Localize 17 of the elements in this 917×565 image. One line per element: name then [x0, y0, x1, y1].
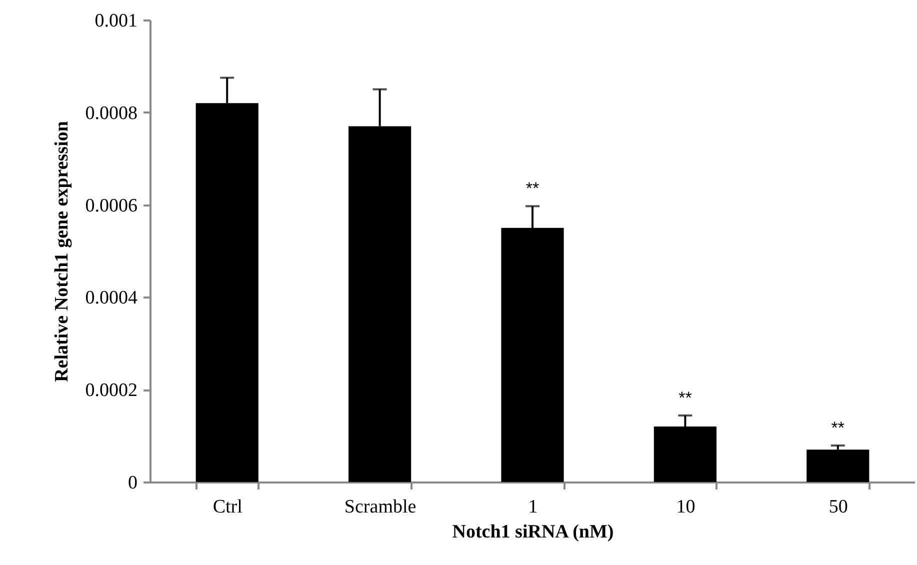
y-axis-title: Relative Notch1 gene expression — [51, 120, 72, 382]
x-tick-label: 50 — [828, 496, 848, 518]
x-tick-label: 1 — [528, 496, 538, 518]
y-tick-label: 0 — [128, 472, 138, 494]
annotation: ** — [526, 179, 540, 198]
annotation: ** — [831, 418, 845, 438]
bar — [806, 450, 870, 482]
y-tick-label: 0.001 — [94, 10, 138, 32]
x-tick-label: 10 — [676, 496, 696, 518]
x-tick-label: Ctrl — [212, 496, 242, 518]
y-tick-label: 0.0008 — [85, 102, 138, 124]
y-tick-label: 0.0006 — [85, 195, 138, 216]
x-axis-title: Notch1 siRNA (nM) — [452, 522, 614, 542]
annotation: ** — [678, 388, 692, 408]
y-tick-label: 0.0002 — [85, 380, 138, 402]
x-tick-label: Scramble — [344, 496, 416, 518]
y-tick-label: 0.0004 — [85, 288, 138, 309]
